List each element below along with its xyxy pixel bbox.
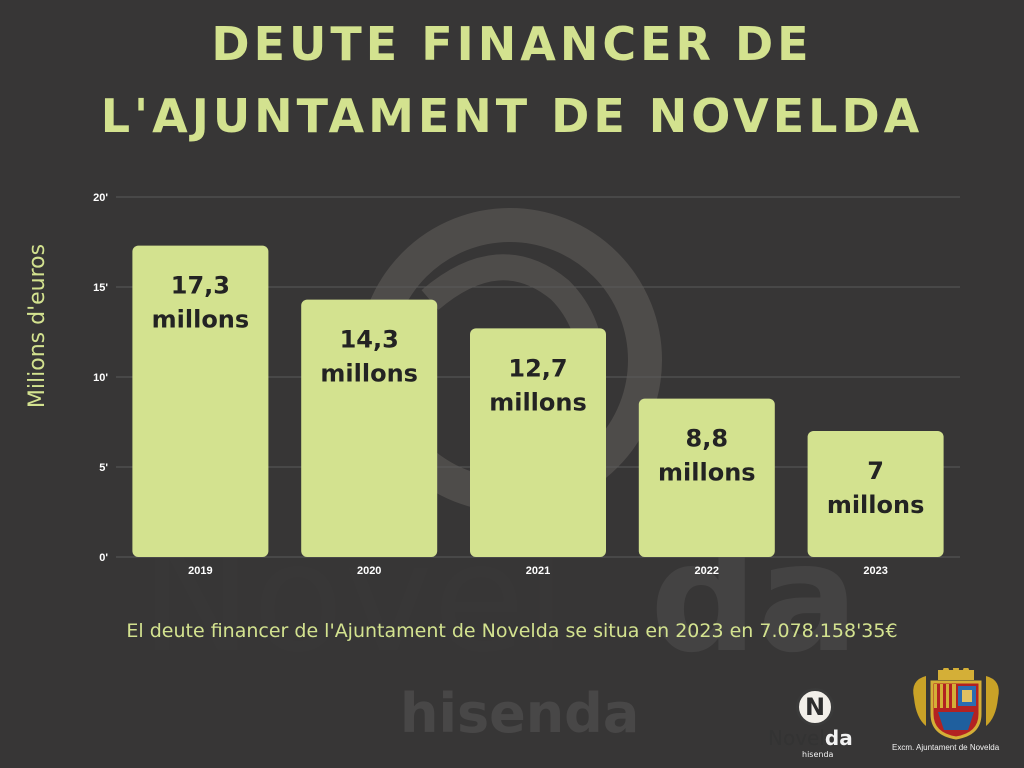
bar-2023	[807, 431, 944, 557]
bar-data-label-2022: 8,8	[686, 425, 729, 453]
coat-of-arms-icon	[913, 668, 999, 740]
bar-2020	[301, 299, 438, 557]
y-axis-title: Milions d'euros	[25, 244, 50, 408]
novelda-logo-word-right: da	[824, 726, 853, 750]
novelda-logo-word: Novelda	[768, 726, 853, 750]
footnote: El deute financer de l'Ajuntament de Nov…	[126, 620, 898, 642]
bar-2022	[638, 398, 775, 557]
labels-layer: 17,3 millons 2019 14,3 millons 2020 12,7 millon…	[152, 272, 925, 577]
novelda-logo-sub: hisenda	[802, 750, 834, 759]
bar-data-label-2020: 14,3	[340, 326, 399, 354]
y-tick-label: 0'	[99, 552, 108, 564]
x-tick-label: 2021	[526, 565, 550, 577]
novelda-logo-word-left: Novel	[768, 726, 825, 750]
y-tick-label: 5'	[99, 462, 108, 474]
x-tick-label: 2023	[863, 565, 887, 577]
ajuntament-caption: Excm. Ajuntament de Novelda	[892, 743, 1000, 752]
bars-layer	[132, 245, 944, 557]
bar-data-label-2023: millons	[827, 491, 925, 519]
bar-data-label-2019: millons	[152, 306, 250, 334]
x-tick-label: 2022	[695, 565, 719, 577]
novelda-n-icon: N	[796, 688, 834, 726]
bar-data-label-2021: 12,7	[508, 354, 567, 382]
page-title-line2: L'AJUNTAMENT DE NOVELDA	[100, 89, 924, 143]
page-title-line1: DEUTE FINANCER DE	[211, 17, 813, 71]
bar-data-label-2019: 17,3	[171, 272, 230, 300]
novelda-hisenda-logo: N Novelda hisenda	[764, 688, 864, 766]
bar-data-label-2020: millons	[320, 360, 418, 388]
x-tick-label: 2020	[357, 565, 381, 577]
y-tick-label: 15'	[93, 282, 108, 294]
y-tick-label: 10'	[93, 372, 108, 384]
bar-data-label-2021: millons	[489, 388, 587, 416]
bar-2021	[470, 328, 606, 557]
bar-data-label-2023: 7	[867, 457, 884, 485]
bar-data-label-2022: millons	[658, 459, 756, 487]
y-tick-label: 20'	[93, 192, 108, 204]
ajuntament-logo: Excm. Ajuntament de Novelda	[890, 668, 1024, 768]
bar-2019	[132, 245, 269, 557]
x-tick-label: 2019	[188, 565, 212, 577]
